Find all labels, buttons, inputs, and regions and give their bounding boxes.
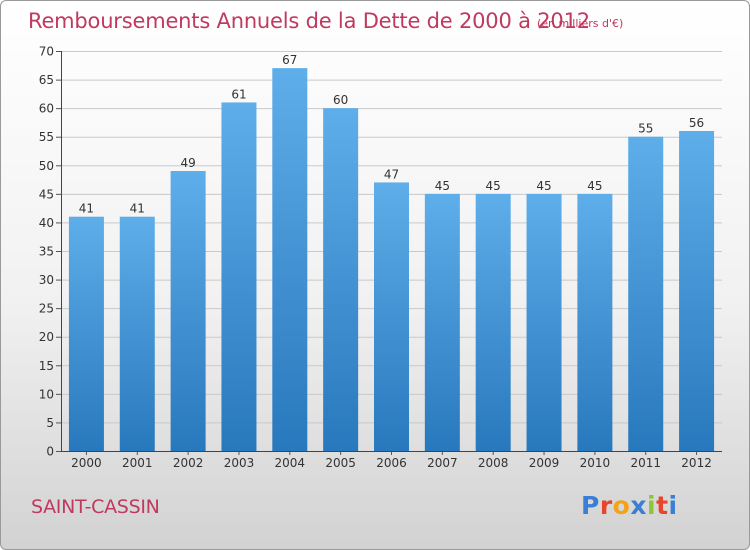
x-tick-label: 2002 bbox=[173, 456, 204, 470]
y-tick-label: 20 bbox=[39, 330, 54, 344]
bar-2007 bbox=[424, 193, 460, 451]
data-label: 60 bbox=[333, 93, 348, 107]
bar-2011 bbox=[628, 136, 664, 451]
data-label: 55 bbox=[638, 122, 653, 136]
logo-letter: P bbox=[581, 491, 600, 520]
chart-unit: (en milliers d'€) bbox=[537, 17, 624, 30]
data-label: 56 bbox=[689, 116, 704, 130]
logo-letter: x bbox=[630, 491, 647, 520]
data-label: 45 bbox=[536, 179, 551, 193]
bar-2006 bbox=[374, 182, 409, 451]
chart-title: Remboursements Annuels de la Dette de 20… bbox=[28, 9, 590, 33]
data-label: 41 bbox=[79, 202, 94, 216]
x-tick-label: 2007 bbox=[427, 456, 458, 470]
bar-2010 bbox=[577, 193, 613, 451]
bar-2003 bbox=[221, 102, 257, 451]
y-tick-label: 15 bbox=[39, 359, 54, 373]
data-label: 45 bbox=[587, 179, 602, 193]
bar-2000 bbox=[68, 216, 104, 451]
data-label: 41 bbox=[130, 202, 145, 216]
data-label: 67 bbox=[282, 53, 297, 67]
bar-2001 bbox=[119, 216, 155, 451]
x-tick-label: 2004 bbox=[275, 456, 306, 470]
bar-2012 bbox=[679, 131, 715, 451]
proxiti-logo[interactable]: Proxiti bbox=[581, 491, 678, 520]
data-label: 45 bbox=[486, 179, 501, 193]
bar-2009 bbox=[526, 193, 562, 451]
x-tick-label: 2001 bbox=[122, 456, 153, 470]
x-tick-label: 2006 bbox=[376, 456, 407, 470]
logo-letter: i bbox=[668, 491, 678, 520]
bar-2005 bbox=[323, 108, 359, 452]
y-tick-label: 40 bbox=[39, 216, 54, 230]
y-tick-label: 55 bbox=[39, 130, 54, 144]
data-label: 61 bbox=[231, 87, 246, 101]
y-tick-label: 45 bbox=[39, 187, 54, 201]
data-label: 47 bbox=[384, 167, 399, 181]
bars bbox=[68, 68, 715, 452]
x-tick-label: 2000 bbox=[71, 456, 102, 470]
x-tick-label: 2008 bbox=[478, 456, 509, 470]
logo-letter: t bbox=[656, 491, 669, 520]
labels: 0 5 10 15 20 25 30 35 40 45 50 55 60 65 70 41 2000 41 2001… bbox=[39, 45, 712, 471]
data-label: 49 bbox=[180, 156, 195, 170]
bar-2008 bbox=[475, 193, 511, 451]
y-tick-label: 70 bbox=[39, 45, 54, 59]
commune-name: SAINT-CASSIN bbox=[31, 496, 160, 518]
x-tick-label: 2011 bbox=[630, 456, 661, 470]
logo-letter: r bbox=[599, 491, 613, 520]
x-tick-label: 2005 bbox=[325, 456, 356, 470]
y-tick-label: 50 bbox=[39, 159, 54, 173]
y-tick-label: 60 bbox=[39, 102, 54, 116]
x-tick-label: 2009 bbox=[529, 456, 560, 470]
logo-letter: i bbox=[647, 491, 657, 520]
y-tick-label: 5 bbox=[46, 416, 54, 430]
y-tick-label: 65 bbox=[39, 73, 54, 87]
x-tick-label: 2010 bbox=[580, 456, 611, 470]
axes bbox=[56, 51, 722, 455]
bar-2002 bbox=[170, 171, 206, 451]
bar-2004 bbox=[272, 68, 308, 452]
logo-letter: o bbox=[612, 491, 631, 520]
x-tick-label: 2003 bbox=[224, 456, 255, 470]
y-tick-label: 35 bbox=[39, 245, 54, 259]
y-tick-label: 10 bbox=[39, 387, 54, 401]
x-tick-label: 2012 bbox=[681, 456, 712, 470]
y-tick-label: 0 bbox=[46, 445, 54, 459]
y-tick-label: 30 bbox=[39, 273, 54, 287]
y-tick-label: 25 bbox=[39, 302, 54, 316]
data-label: 45 bbox=[435, 179, 450, 193]
